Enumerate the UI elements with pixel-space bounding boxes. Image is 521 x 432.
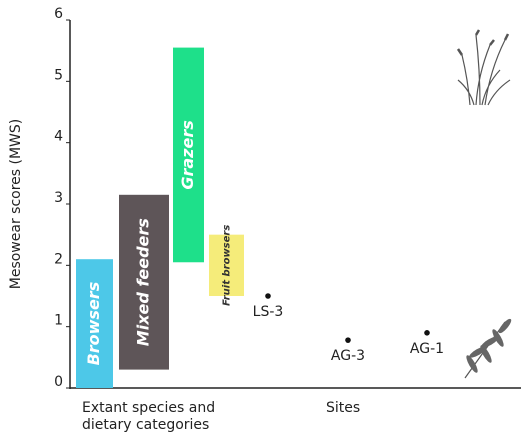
y-tick-label: 3 [54, 190, 63, 206]
y-tick-label: 4 [54, 129, 63, 145]
group-label: Extant species and dietary categories [82, 400, 216, 432]
point [345, 337, 351, 343]
point-label: AG-3 [331, 348, 365, 364]
bar-label: Grazers [178, 120, 197, 189]
y-tick-label: 1 [54, 313, 63, 329]
y-tick-label: 2 [54, 251, 63, 267]
bar [76, 259, 113, 388]
bar [209, 234, 244, 296]
bar-label: Fruit browsers [222, 225, 233, 306]
y-tick-label: 5 [54, 67, 63, 83]
point [265, 293, 271, 299]
point-label: AG-1 [410, 341, 444, 357]
y-axis-label: Mesowear scores (MWS) [8, 119, 24, 290]
leaf-icon [464, 318, 512, 379]
point [424, 330, 430, 336]
y-tick-label: 0 [54, 374, 63, 390]
grass-icon [456, 29, 511, 106]
bar [173, 47, 204, 263]
group-label: Sites [326, 400, 361, 416]
bar [119, 194, 169, 370]
bar-label: Browsers [84, 282, 103, 366]
y-tick-label: 6 [54, 6, 63, 22]
point-label: LS-3 [253, 304, 284, 320]
bar-label: Mixed feeders [134, 218, 153, 346]
